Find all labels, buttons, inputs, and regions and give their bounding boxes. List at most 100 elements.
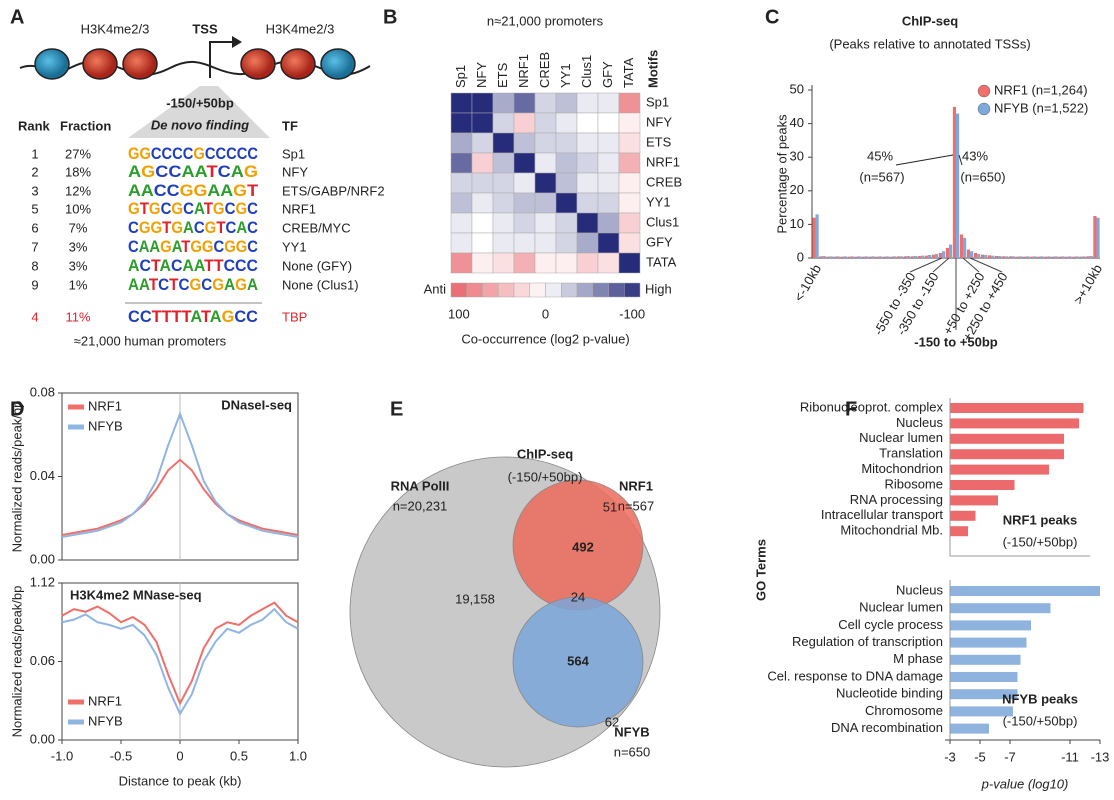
row-label: CREB [646, 174, 682, 189]
region-count: 492 [572, 539, 594, 554]
bar [950, 418, 1079, 429]
heatmap-cell [576, 112, 599, 134]
heatmap-cell [450, 212, 473, 234]
region-count: 24 [571, 589, 585, 604]
bar [885, 256, 889, 258]
bar [950, 603, 1051, 614]
set-size: n=567 [618, 498, 655, 513]
bar [829, 256, 833, 258]
bar [950, 586, 1100, 596]
bar [1093, 216, 1097, 258]
bar [840, 256, 844, 258]
fraction: 12% [65, 183, 91, 198]
chart-title: NFYB peaks [1002, 691, 1078, 706]
bar [1054, 256, 1058, 258]
rank: 2 [31, 164, 38, 179]
panel-label: B [383, 6, 397, 28]
bar [927, 254, 932, 258]
rank: 7 [31, 239, 38, 254]
heatmap-cell [471, 152, 494, 174]
bar [892, 256, 896, 258]
category-label: Mitochondrial Mb. [840, 523, 943, 538]
colorbar-cell [608, 282, 625, 298]
bar [956, 113, 960, 259]
y-tick-label: 0.08 [30, 384, 55, 399]
panel-label: F [845, 398, 857, 420]
heatmap-cell [534, 152, 557, 174]
region-count: 51 [603, 499, 617, 514]
heatmap-cell [576, 152, 599, 174]
heatmap-cell [492, 232, 515, 254]
bar [945, 247, 949, 258]
bar [833, 256, 837, 258]
heatmap-cell [534, 212, 557, 234]
colorbar-cell [450, 282, 467, 298]
y-tick-label: 0.00 [30, 731, 55, 746]
leader [962, 257, 980, 273]
heatmap-cell [534, 92, 557, 114]
data-line [61, 601, 299, 706]
bar [1086, 256, 1090, 258]
heatmap-cell [597, 112, 620, 134]
bar [973, 252, 978, 258]
bar [1026, 256, 1030, 258]
category-label: Intracellular transport [821, 507, 943, 522]
annotation: (n=650) [960, 169, 1005, 184]
bar [984, 254, 988, 258]
heatmap-cell [513, 172, 536, 194]
heatmap-cell [513, 132, 536, 154]
annotation: 43% [962, 148, 988, 163]
bar [843, 256, 847, 258]
fraction: 1% [69, 277, 88, 292]
heatmap-cell [597, 252, 620, 274]
bar [815, 214, 819, 258]
x-tick-label: >+10kb [1070, 262, 1105, 307]
row-label: NFY [646, 114, 672, 129]
y-tick-label: 10 [790, 216, 804, 231]
column-label: TATA [621, 57, 636, 88]
chart-subtitle: (Peaks relative to annotated TSSs) [829, 36, 1030, 51]
data-line [61, 411, 299, 539]
chart-title: ChIP-seq [902, 13, 958, 28]
heatmap-cell [492, 212, 515, 234]
bar [950, 637, 1027, 648]
bar [910, 256, 914, 258]
bar [1005, 256, 1009, 258]
y-tick-label: 1.12 [30, 574, 55, 589]
rank: 3 [31, 183, 38, 198]
heatmap-cell [555, 112, 578, 134]
x-tick-label: -5 [974, 749, 986, 764]
tf: YY1 [282, 239, 307, 254]
rank: 5 [31, 201, 38, 216]
x-tick-label: -11 [1061, 749, 1079, 764]
fraction: 3% [69, 258, 88, 273]
heatmap-cell [555, 172, 578, 194]
heatmap-cell [450, 232, 473, 254]
bar [878, 256, 882, 258]
bar [812, 217, 816, 258]
heatmap-cell [555, 212, 578, 234]
bar [1033, 256, 1037, 258]
heatmap-cell [618, 152, 641, 174]
set-name: RNA PolII [391, 478, 450, 493]
nucleosome-diagram [19, 36, 371, 138]
category-label: Nuclear lumen [859, 430, 943, 445]
panel-label: D [10, 398, 24, 420]
annotation: (n=567) [859, 169, 904, 184]
set-name: NFYB [614, 724, 649, 739]
tf: None (Clus1) [282, 277, 359, 292]
heatmap-cell [597, 92, 620, 114]
category-label: Chromosome [865, 703, 943, 718]
leader [909, 257, 943, 273]
column-label: CREB [537, 52, 552, 88]
x-tick-label: 1.0 [289, 748, 307, 763]
heatmap-cell [555, 92, 578, 114]
x-tick-label: -3 [944, 749, 956, 764]
columns-title: Motifs [645, 50, 660, 88]
heatmap-cell [450, 132, 473, 154]
heatmap-cell [576, 92, 599, 114]
fraction: 18% [65, 164, 91, 179]
legend-marker [977, 102, 991, 116]
bar [882, 256, 886, 258]
bar [1023, 256, 1027, 258]
